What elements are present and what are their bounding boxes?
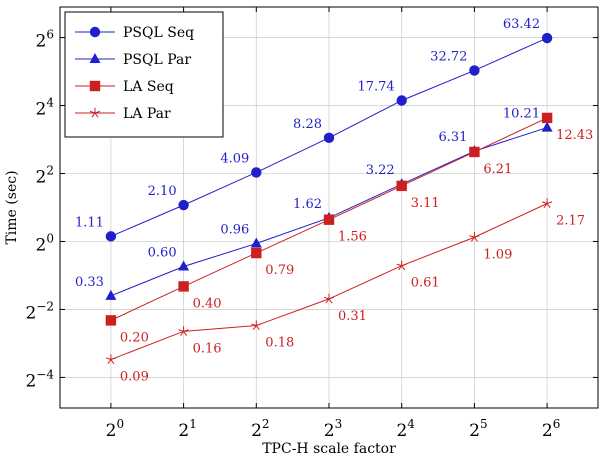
data-label: 0.96 bbox=[220, 222, 249, 237]
legend-label: PSQL Seq bbox=[123, 25, 194, 41]
data-point bbox=[251, 167, 262, 178]
data-label: 32.72 bbox=[430, 49, 467, 64]
series-la-seq bbox=[105, 112, 553, 326]
data-point bbox=[178, 326, 189, 336]
x-tick-label: 20 bbox=[106, 417, 124, 441]
data-label: 0.61 bbox=[411, 276, 440, 291]
data-point bbox=[323, 293, 335, 304]
series-group bbox=[105, 32, 553, 365]
legend: PSQL Seq PSQL Par LA Seq LA Par bbox=[64, 11, 224, 138]
data-label: 0.20 bbox=[120, 330, 149, 345]
y-tick-label: 2−4 bbox=[25, 367, 54, 391]
data-label: 1.11 bbox=[75, 215, 104, 230]
legend-label: LA Seq bbox=[123, 79, 174, 95]
data-point bbox=[178, 281, 189, 292]
data-labels: 1.11 2.10 4.09 8.28 17.74 32.72 63.42 0.33 0.60 0… bbox=[75, 17, 593, 385]
data-point bbox=[469, 232, 480, 242]
data-point bbox=[105, 289, 117, 300]
data-label: 0.16 bbox=[193, 341, 222, 356]
x-axis-title: TPC-H scale factor bbox=[262, 441, 396, 457]
data-point bbox=[542, 198, 553, 209]
data-label: 6.31 bbox=[438, 130, 467, 145]
data-label: 1.62 bbox=[293, 197, 322, 212]
data-point bbox=[251, 320, 262, 331]
data-point bbox=[469, 146, 480, 158]
data-point bbox=[178, 260, 190, 271]
y-tick-label: 2−2 bbox=[25, 299, 54, 323]
legend-marker bbox=[89, 26, 101, 38]
y-tick-label: 26 bbox=[36, 28, 54, 52]
data-label: 8.28 bbox=[293, 117, 322, 132]
legend-marker bbox=[89, 53, 101, 63]
x-tick-label: 21 bbox=[178, 417, 196, 441]
x-tick-label: 22 bbox=[251, 417, 269, 441]
legend-item-psql-par: PSQL Par bbox=[75, 52, 191, 68]
data-label: 63.42 bbox=[503, 17, 540, 32]
data-point bbox=[396, 260, 407, 271]
data-label: 0.09 bbox=[120, 370, 149, 385]
x-tick-label: 26 bbox=[542, 417, 560, 441]
data-point bbox=[251, 247, 262, 259]
data-label: 4.09 bbox=[220, 151, 249, 166]
legend-label: LA Par bbox=[123, 106, 171, 122]
x-tick-label: 23 bbox=[324, 417, 342, 441]
data-point bbox=[541, 32, 553, 44]
legend-item-la-seq: LA Seq bbox=[75, 79, 174, 95]
y-axis-title: Time (sec) bbox=[4, 170, 20, 244]
x-tick-label: 25 bbox=[469, 417, 487, 441]
data-point bbox=[178, 199, 189, 211]
legend-item-la-par: LA Par bbox=[75, 106, 171, 122]
data-label: 10.21 bbox=[503, 107, 540, 122]
legend-box bbox=[64, 11, 224, 138]
data-label: 1.09 bbox=[483, 247, 512, 262]
data-point bbox=[105, 315, 117, 326]
legend-item-psql-seq: PSQL Seq bbox=[75, 25, 194, 41]
data-label: 3.11 bbox=[411, 196, 440, 211]
series-psql-seq bbox=[105, 32, 553, 242]
data-label: 0.33 bbox=[75, 275, 104, 290]
data-point bbox=[469, 65, 480, 76]
data-label: 3.22 bbox=[366, 163, 395, 178]
data-label: 17.74 bbox=[357, 79, 394, 94]
data-label: 2.17 bbox=[556, 214, 585, 229]
data-label: 0.60 bbox=[148, 246, 177, 261]
data-point bbox=[250, 237, 262, 248]
data-label: 0.31 bbox=[338, 309, 367, 324]
data-label: 0.40 bbox=[193, 296, 222, 311]
data-label: 6.21 bbox=[483, 162, 512, 177]
x-tick-label: 24 bbox=[396, 417, 415, 441]
data-label: 0.18 bbox=[265, 336, 294, 351]
y-tick-label: 24 bbox=[36, 96, 55, 120]
data-label: 0.79 bbox=[265, 263, 294, 278]
data-label: 12.43 bbox=[556, 128, 593, 143]
data-point bbox=[105, 354, 116, 365]
y-tick-label: 22 bbox=[36, 164, 54, 188]
data-point bbox=[323, 132, 335, 144]
y-tick-label: 20 bbox=[36, 231, 54, 255]
data-point bbox=[541, 112, 553, 124]
data-label: 1.56 bbox=[338, 230, 367, 245]
data-point bbox=[105, 231, 117, 242]
data-point bbox=[541, 121, 553, 132]
legend-marker bbox=[89, 107, 101, 118]
legend-label: PSQL Par bbox=[123, 52, 191, 68]
axis-ticks: 20 21 22 23 24 25 26 2−4 2−2 20 22 24 26 bbox=[25, 7, 598, 441]
data-label: 2.10 bbox=[148, 184, 177, 199]
data-point bbox=[323, 214, 335, 225]
legend-marker bbox=[89, 80, 101, 92]
series-la-par bbox=[105, 198, 553, 365]
data-point bbox=[396, 95, 407, 106]
data-point bbox=[396, 180, 407, 192]
